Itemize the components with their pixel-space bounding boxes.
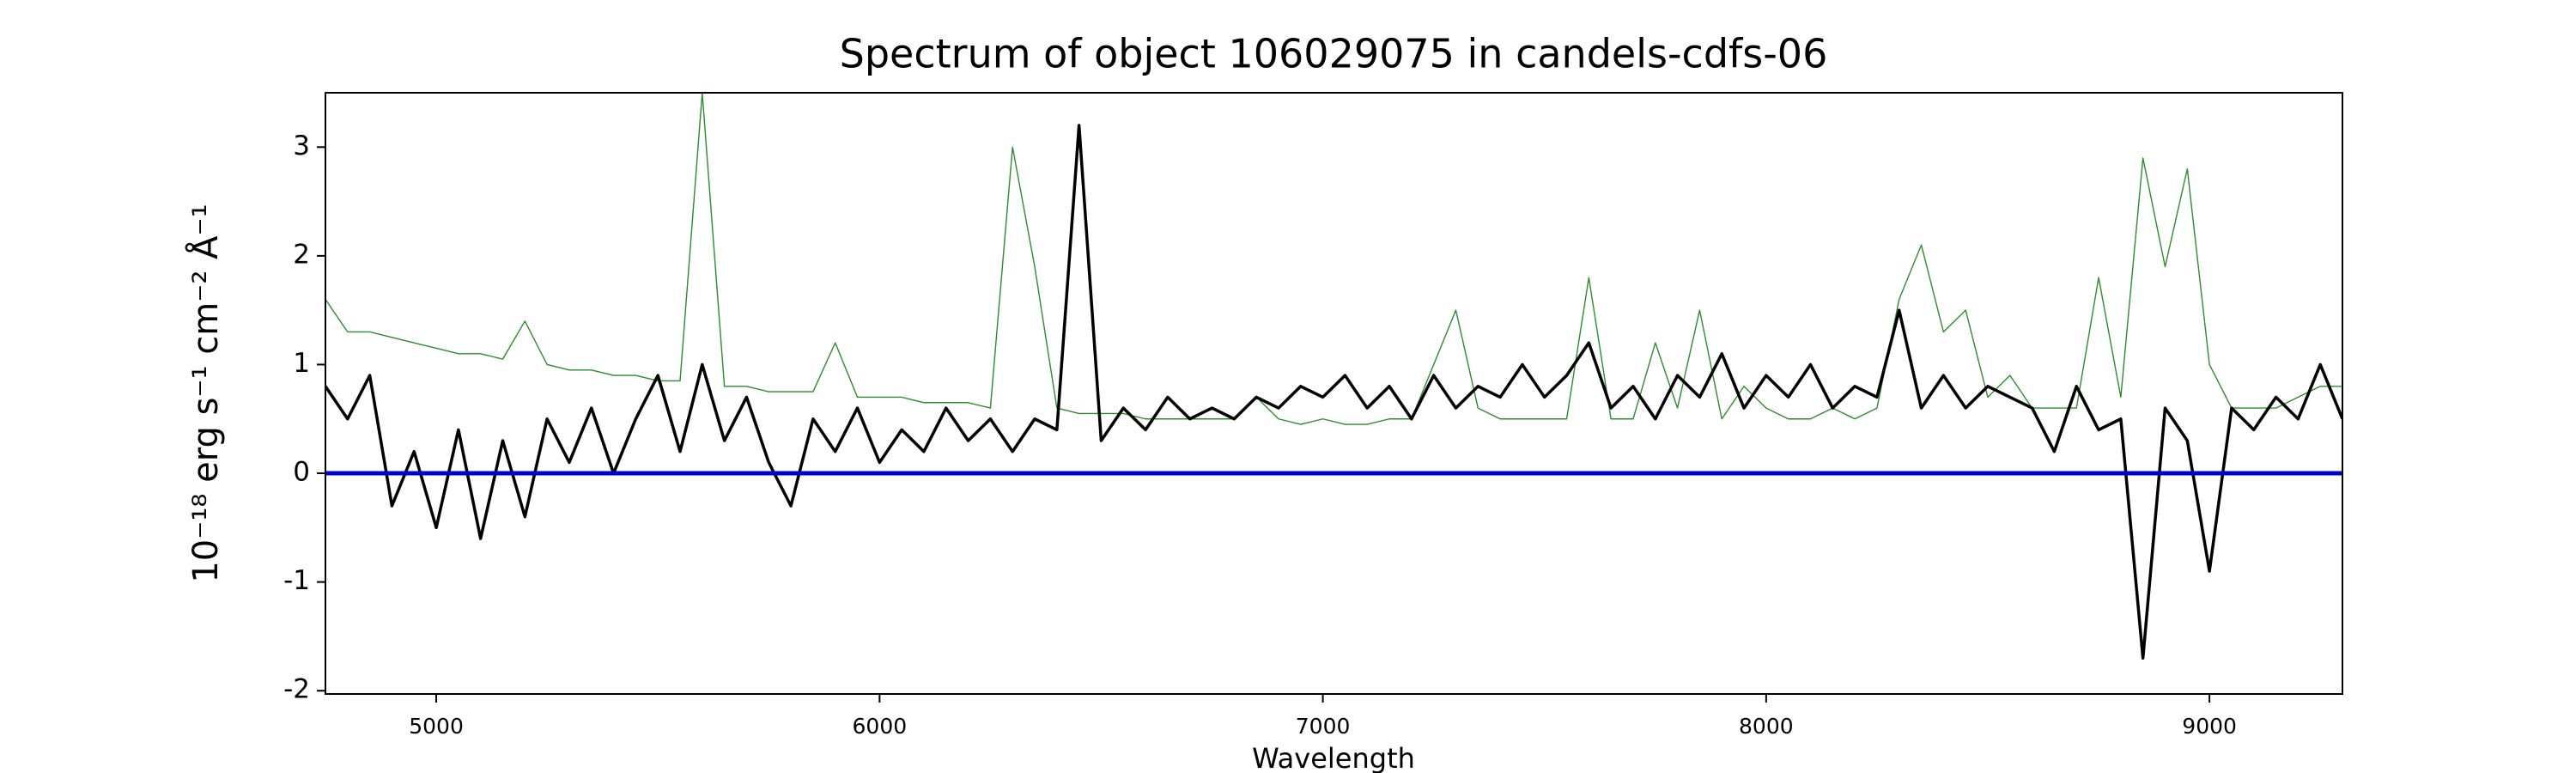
y-tick-label: 3 (293, 131, 310, 161)
plot-area (325, 93, 2342, 660)
chart-title: Spectrum of object 106029075 in candels-… (840, 31, 1828, 77)
x-tick-label: 9000 (2182, 714, 2237, 739)
y-tick-label: 0 (293, 457, 310, 488)
x-tick-label: 8000 (1739, 714, 1794, 739)
y-tick-label: -1 (283, 565, 310, 596)
x-axis-label: Wavelength (1252, 742, 1415, 773)
spectrum-line (325, 93, 2342, 425)
y-tick-label: -2 (283, 674, 310, 705)
spectrum-line (325, 124, 2342, 660)
y-tick-label: 2 (293, 239, 310, 270)
plot-frame (325, 92, 2343, 695)
x-tick-label: 7000 (1296, 714, 1351, 739)
y-axis-label: 10⁻¹⁸ erg s⁻¹ cm⁻² Å⁻¹ (185, 204, 226, 582)
x-tick-label: 6000 (853, 714, 908, 739)
y-tick-label: 1 (293, 348, 310, 379)
x-tick-label: 5000 (409, 714, 464, 739)
